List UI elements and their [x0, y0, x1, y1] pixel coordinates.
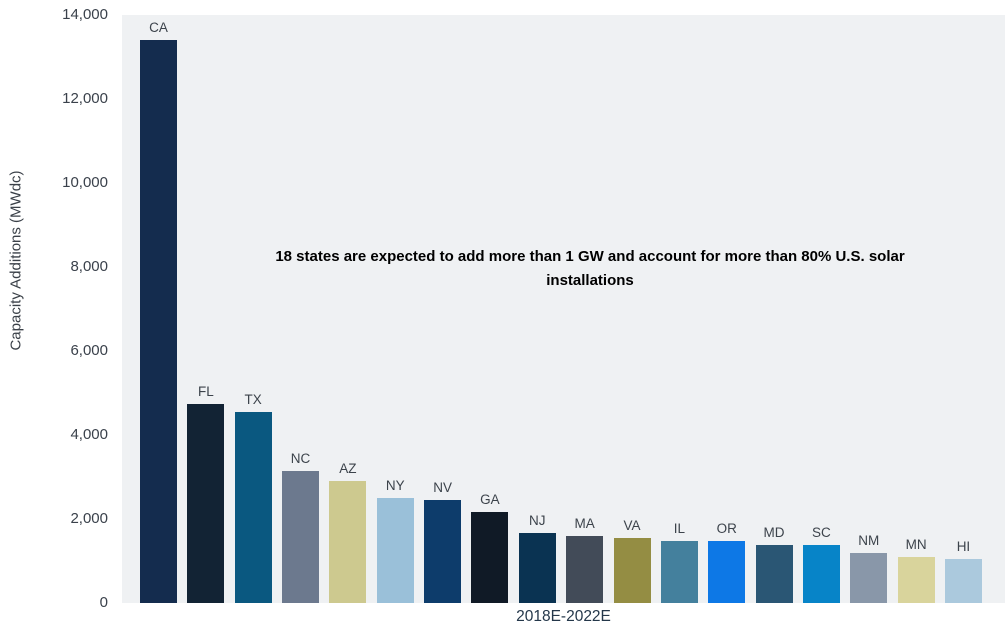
bar-label-az: AZ	[339, 461, 357, 477]
bar-label-ga: GA	[480, 491, 500, 507]
bar-label-sc: SC	[812, 525, 831, 541]
bar-label-ny: NY	[385, 478, 405, 493]
bar-nj[interactable]	[518, 532, 556, 603]
bar-label-ma: MA	[574, 515, 595, 531]
chart-annotation: 18 states are expected to add more than …	[275, 248, 905, 289]
y-tick-label: 10,000	[62, 174, 108, 191]
bar-label-il: IL	[673, 520, 685, 536]
bar-label-nm: NM	[858, 533, 880, 549]
bar-az[interactable]	[329, 481, 367, 603]
bar-il[interactable]	[660, 540, 698, 603]
bar-ca[interactable]	[140, 40, 177, 603]
bar-nc[interactable]	[282, 470, 320, 603]
bar-label-nc: NC	[290, 450, 311, 466]
bar-label-md: MD	[763, 524, 785, 540]
bar-ga[interactable]	[471, 511, 509, 603]
bar-fl[interactable]	[187, 403, 225, 603]
bar-va[interactable]	[613, 537, 651, 603]
x-axis-label: 2018E-2022E	[516, 608, 611, 625]
plot-area: CA FL TX NC AZ NY NV GA NJ MA VA IL OR MD SC NM MN HI	[122, 15, 1005, 603]
y-tick-label: 8,000	[70, 258, 108, 275]
y-tick-label: 12,000	[62, 90, 108, 107]
y-tick-label: 2,000	[70, 510, 108, 527]
bar-md[interactable]	[755, 544, 793, 603]
y-tick-label: 6,000	[70, 342, 108, 359]
bar-ma[interactable]	[566, 535, 604, 603]
bar-label-va: VA	[623, 517, 641, 533]
y-tick-label: 0	[99, 594, 108, 611]
bar-nv[interactable]	[424, 500, 462, 603]
y-tick-label: 14,000	[62, 6, 108, 23]
bar-label-tx: TX	[244, 391, 262, 407]
bar-label-ca: CA	[149, 20, 168, 36]
bar-or[interactable]	[708, 541, 746, 603]
bar-label-fl: FL	[197, 383, 214, 399]
bar-mn[interactable]	[897, 556, 935, 603]
bar-hi[interactable]	[944, 558, 982, 603]
bar-ny[interactable]	[376, 498, 414, 603]
bar-sc[interactable]	[802, 545, 840, 603]
bar-label-mn: MN	[905, 536, 927, 552]
bar-nm[interactable]	[850, 553, 888, 603]
bar-label-nj: NJ	[529, 512, 546, 528]
bar-label-nv: NV	[433, 480, 452, 496]
bar-label-or: OR	[716, 521, 737, 537]
bar-tx[interactable]	[234, 411, 272, 603]
y-tick-label: 4,000	[70, 426, 108, 443]
bar-label-hi: HI	[956, 538, 971, 554]
